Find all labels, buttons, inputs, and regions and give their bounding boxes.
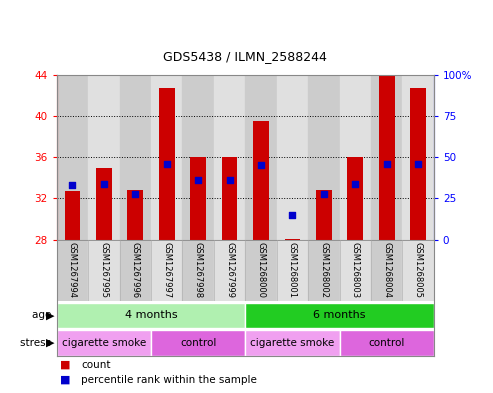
Point (226, 177, 234, 184)
Text: age: age (32, 310, 54, 320)
Bar (88, 75, 119, 240)
Bar (340, 240, 371, 301)
Text: GSM1268003: GSM1268003 (351, 242, 360, 298)
Bar (57, 75, 88, 240)
Text: GDS5438 / ILMN_2588244: GDS5438 / ILMN_2588244 (163, 50, 327, 63)
Bar (190, 157, 206, 240)
Text: GSM1268002: GSM1268002 (319, 242, 328, 298)
Bar (277, 75, 308, 240)
Point (352, 180, 359, 187)
Point (320, 190, 328, 196)
Bar (127, 190, 143, 240)
Bar (65, 191, 80, 240)
Text: stress: stress (20, 338, 54, 348)
Bar (277, 240, 308, 301)
Text: GSM1268005: GSM1268005 (414, 242, 423, 298)
Text: percentile rank within the sample: percentile rank within the sample (81, 375, 257, 385)
Bar (371, 75, 402, 240)
Point (414, 161, 422, 167)
Text: GSM1267994: GSM1267994 (68, 242, 77, 298)
Text: ■: ■ (61, 375, 71, 385)
Text: ▶: ▶ (46, 310, 54, 320)
Bar (159, 88, 175, 240)
Bar (371, 240, 402, 301)
Bar (245, 303, 434, 328)
Bar (88, 240, 119, 301)
Bar (57, 240, 88, 301)
Text: GSM1268001: GSM1268001 (288, 242, 297, 298)
Bar (379, 75, 394, 240)
Text: control: control (180, 338, 216, 348)
Text: control: control (368, 338, 405, 348)
Bar (57, 330, 151, 356)
Point (383, 161, 390, 167)
Point (131, 190, 139, 196)
Bar (253, 121, 269, 240)
Bar (214, 240, 246, 301)
Bar (402, 240, 434, 301)
Bar (222, 157, 238, 240)
Bar (57, 303, 245, 328)
Bar (316, 190, 332, 240)
Bar (410, 88, 426, 240)
Text: ■: ■ (61, 360, 71, 369)
Point (194, 177, 202, 184)
Text: ▶: ▶ (46, 338, 54, 348)
Point (257, 162, 265, 169)
Bar (348, 157, 363, 240)
Bar (182, 75, 214, 240)
Text: GSM1267998: GSM1267998 (194, 242, 203, 298)
Text: GSM1267999: GSM1267999 (225, 242, 234, 298)
Bar (182, 240, 214, 301)
Text: 6 months: 6 months (314, 310, 366, 320)
Point (69, 182, 76, 188)
Bar (308, 75, 340, 240)
Bar (119, 75, 151, 240)
Bar (151, 330, 245, 356)
Bar (308, 240, 340, 301)
Bar (151, 240, 182, 301)
Text: GSM1267997: GSM1267997 (162, 242, 171, 298)
Bar (245, 330, 340, 356)
Point (100, 180, 108, 187)
Text: 4 months: 4 months (125, 310, 177, 320)
Bar (245, 75, 277, 240)
Bar (119, 240, 151, 301)
Bar (284, 239, 300, 240)
Text: cigarette smoke: cigarette smoke (62, 338, 146, 348)
Bar (245, 240, 277, 301)
Text: GSM1268004: GSM1268004 (382, 242, 391, 298)
Text: GSM1267995: GSM1267995 (99, 242, 108, 298)
Bar (214, 75, 246, 240)
Bar (402, 75, 434, 240)
Bar (151, 75, 182, 240)
Bar (340, 330, 434, 356)
Point (288, 212, 296, 218)
Bar (96, 167, 112, 240)
Text: count: count (81, 360, 111, 369)
Text: cigarette smoke: cigarette smoke (250, 338, 335, 348)
Bar (340, 75, 371, 240)
Text: GSM1268000: GSM1268000 (256, 242, 266, 298)
Text: GSM1267996: GSM1267996 (131, 242, 140, 298)
Point (163, 161, 171, 167)
